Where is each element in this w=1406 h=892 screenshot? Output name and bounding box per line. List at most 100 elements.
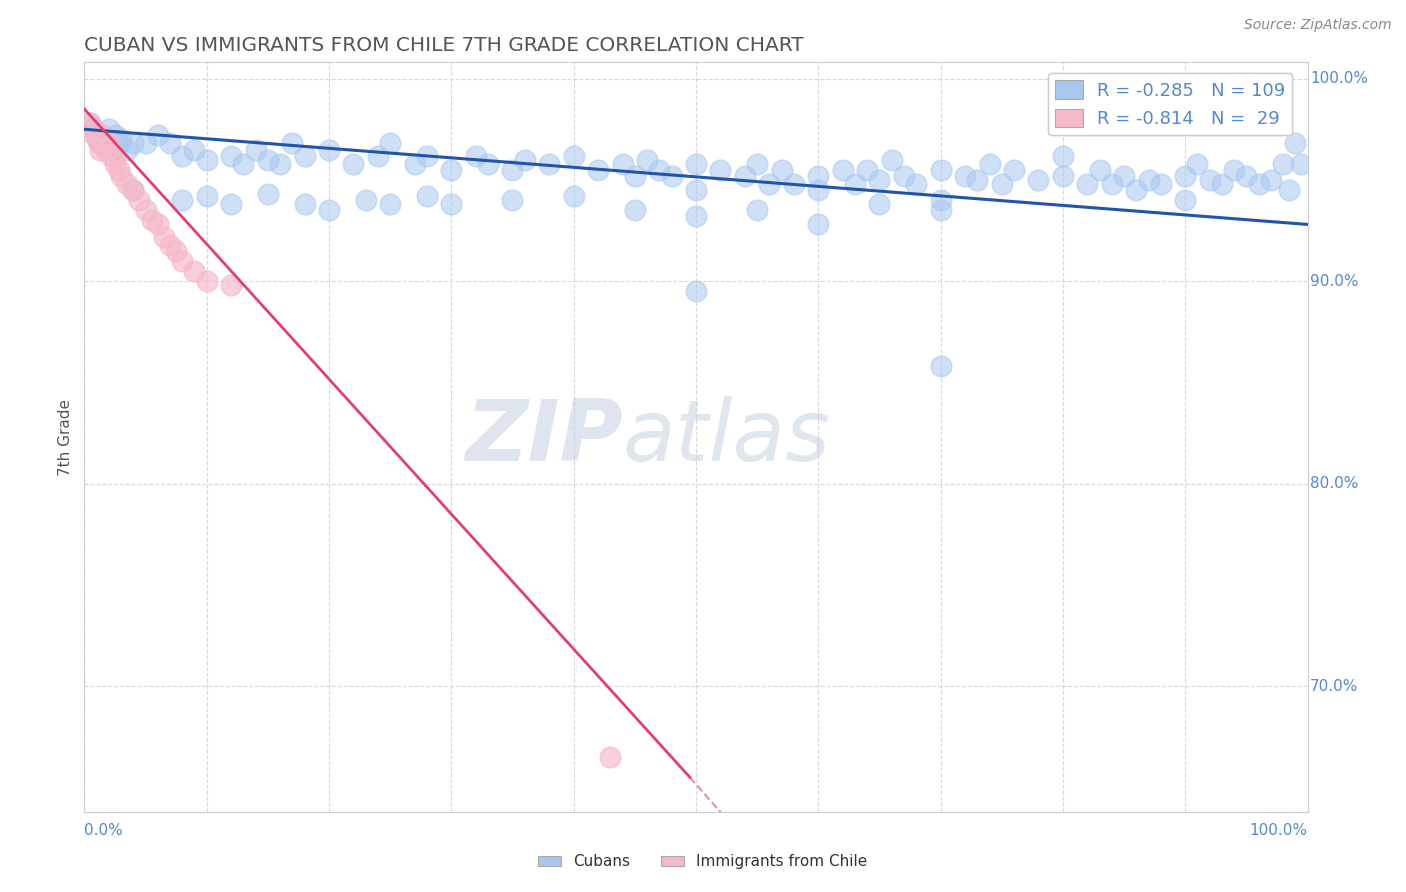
Text: 100.0%: 100.0% — [1310, 71, 1368, 87]
Point — [153, 229, 176, 244]
Point — [513, 153, 536, 167]
Point — [612, 157, 634, 171]
Point — [219, 197, 242, 211]
Text: ZIP: ZIP — [465, 395, 623, 479]
Point — [783, 177, 806, 191]
Point — [172, 253, 194, 268]
Point — [661, 169, 683, 183]
Point — [89, 143, 111, 157]
Point — [1174, 169, 1197, 183]
Point — [128, 193, 150, 207]
Point — [79, 116, 101, 130]
Point — [1101, 177, 1123, 191]
Point — [929, 359, 952, 374]
Point — [440, 197, 463, 211]
Point — [115, 177, 138, 191]
Text: 0.0%: 0.0% — [84, 823, 124, 838]
Point — [538, 157, 561, 171]
Legend: R = -0.285   N = 109, R = -0.814   N =  29: R = -0.285 N = 109, R = -0.814 N = 29 — [1049, 73, 1292, 135]
Text: CUBAN VS IMMIGRANTS FROM CHILE 7TH GRADE CORRELATION CHART: CUBAN VS IMMIGRANTS FROM CHILE 7TH GRADE… — [84, 36, 804, 54]
Point — [97, 136, 120, 151]
Point — [562, 148, 585, 162]
Point — [122, 183, 145, 197]
Text: 100.0%: 100.0% — [1250, 823, 1308, 838]
Point — [586, 162, 609, 177]
Point — [146, 218, 169, 232]
Point — [905, 177, 928, 191]
Point — [86, 128, 108, 143]
Point — [294, 148, 316, 162]
Point — [685, 183, 707, 197]
Point — [869, 173, 891, 187]
Point — [380, 136, 402, 151]
Point — [318, 203, 340, 218]
Point — [709, 162, 731, 177]
Text: 70.0%: 70.0% — [1310, 679, 1358, 694]
Point — [440, 162, 463, 177]
Point — [91, 136, 114, 151]
Point — [183, 264, 205, 278]
Point — [232, 157, 254, 171]
Point — [294, 197, 316, 211]
Point — [83, 128, 105, 143]
Point — [219, 278, 242, 293]
Point — [979, 157, 1001, 171]
Point — [96, 143, 118, 157]
Point — [953, 169, 976, 183]
Point — [135, 203, 157, 218]
Point — [165, 244, 187, 258]
Point — [281, 136, 304, 151]
Point — [831, 162, 853, 177]
Point — [1284, 136, 1306, 151]
Text: 90.0%: 90.0% — [1310, 274, 1358, 289]
Point — [966, 173, 988, 187]
Point — [416, 189, 439, 203]
Point — [747, 157, 769, 171]
Point — [342, 157, 364, 171]
Point — [624, 203, 647, 218]
Point — [929, 193, 952, 207]
Point — [893, 169, 915, 183]
Point — [404, 157, 426, 171]
Point — [648, 162, 671, 177]
Point — [104, 157, 127, 171]
Text: 80.0%: 80.0% — [1310, 476, 1358, 491]
Point — [159, 237, 181, 252]
Point — [1291, 157, 1313, 171]
Point — [97, 122, 120, 136]
Point — [1150, 177, 1173, 191]
Point — [758, 177, 780, 191]
Point — [1198, 173, 1220, 187]
Point — [104, 148, 127, 162]
Point — [367, 148, 389, 162]
Point — [82, 122, 104, 136]
Point — [380, 197, 402, 211]
Point — [990, 177, 1012, 191]
Point — [929, 162, 952, 177]
Point — [172, 193, 194, 207]
Point — [195, 153, 218, 167]
Point — [1278, 183, 1301, 197]
Legend: Cubans, Immigrants from Chile: Cubans, Immigrants from Chile — [533, 848, 873, 875]
Point — [135, 136, 157, 151]
Point — [1174, 193, 1197, 207]
Point — [734, 169, 756, 183]
Point — [110, 132, 132, 146]
Point — [87, 136, 110, 151]
Point — [195, 274, 218, 288]
Point — [1234, 169, 1257, 183]
Point — [562, 189, 585, 203]
Point — [159, 136, 181, 151]
Point — [107, 162, 129, 177]
Point — [1247, 177, 1270, 191]
Point — [880, 153, 903, 167]
Point — [115, 143, 138, 157]
Point — [685, 157, 707, 171]
Point — [636, 153, 658, 167]
Point — [146, 128, 169, 143]
Point — [219, 148, 242, 162]
Point — [929, 203, 952, 218]
Point — [83, 122, 105, 136]
Text: atlas: atlas — [623, 395, 831, 479]
Text: Source: ZipAtlas.com: Source: ZipAtlas.com — [1244, 18, 1392, 32]
